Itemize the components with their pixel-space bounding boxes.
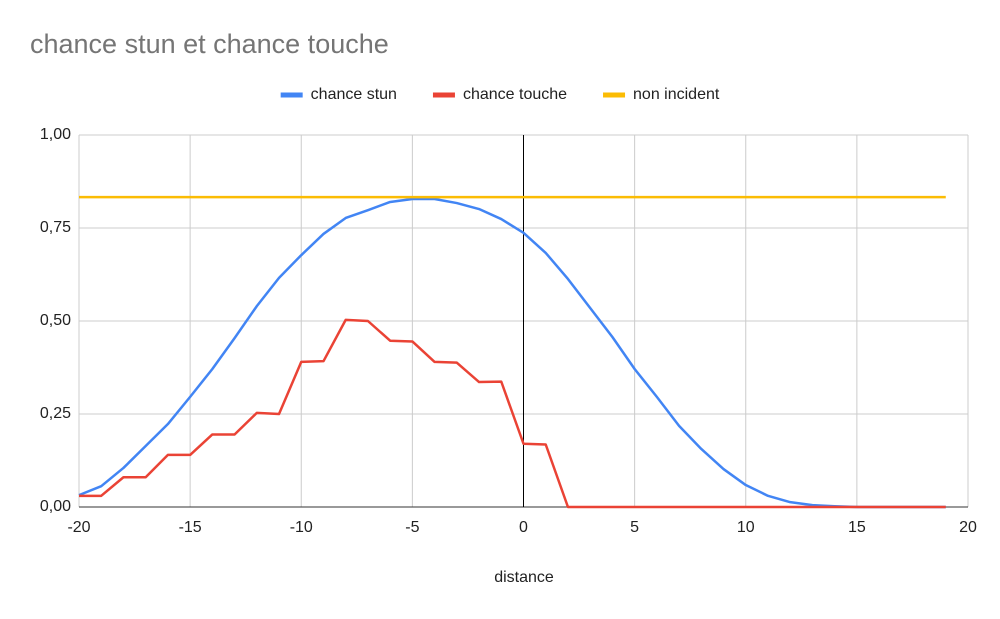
series-line <box>79 318 946 509</box>
x-tick-label: 20 <box>959 519 977 536</box>
x-tick-label: -15 <box>179 519 202 536</box>
chart-title: chance stun et chance touche <box>30 29 389 59</box>
x-tick-label: 15 <box>848 519 866 536</box>
legend-label: chance touche <box>463 86 567 103</box>
y-tick-label: 0,25 <box>40 405 71 422</box>
y-tick-label: 0,50 <box>40 312 71 329</box>
x-tick-label: 5 <box>630 519 639 536</box>
x-tick-label: 10 <box>737 519 755 536</box>
y-tick-label: 1,00 <box>40 126 71 143</box>
x-tick-label: 0 <box>519 519 528 536</box>
x-tick-label: -5 <box>405 519 419 536</box>
legend-label: non incident <box>633 86 720 103</box>
x-axis-title: distance <box>494 569 554 586</box>
x-tick-label: -20 <box>67 519 90 536</box>
y-tick-label: 0,00 <box>40 498 71 515</box>
legend-label: chance stun <box>311 86 397 103</box>
x-tick-label: -10 <box>290 519 313 536</box>
series-line <box>78 197 946 509</box>
y-tick-label: 0,75 <box>40 219 71 236</box>
